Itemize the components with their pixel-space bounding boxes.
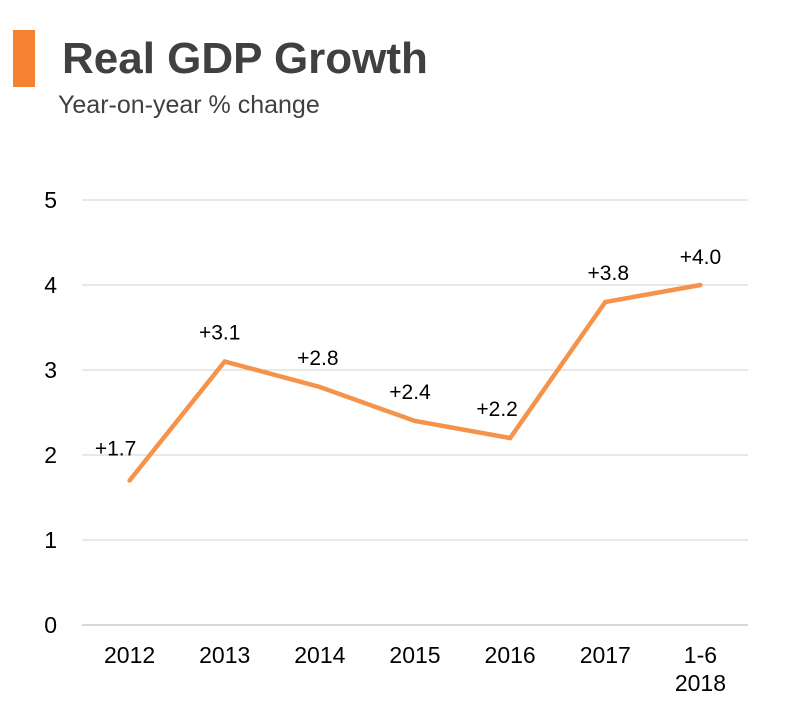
series-group [127,282,703,483]
x-tick-label-line: 1-6 [684,642,717,668]
data-label-4: +2.2 [476,398,517,421]
x-tick-label-line: 2017 [580,642,631,668]
x-tick-label-0: 2012 [104,642,155,668]
x-tick-label-line: 2018 [675,670,726,696]
data-label-6: +4.0 [680,246,721,269]
gridlines [82,199,748,626]
data-label-5: +3.8 [588,262,629,285]
x-tick-label-1: 2013 [199,642,250,668]
x-tick-label-line: 2012 [104,642,155,668]
x-tick-label-4: 2016 [485,642,536,668]
data-point-2015 [412,418,418,424]
data-point-2012 [127,478,132,483]
x-tick-label-line: 2013 [199,642,250,668]
chart-title: Real GDP Growth [62,34,428,83]
data-label-2: +2.8 [297,347,338,370]
x-tick-label-3: 2015 [389,642,440,668]
x-tick-label-line: 2014 [294,642,345,668]
data-point-2013 [222,359,227,364]
x-tick-label-5: 2017 [580,642,631,668]
y-tick-label-2: 2 [44,442,57,468]
data-point-2017 [603,299,608,305]
x-axis-ticks: 2012 2013 2014 2015 2016 2017 1-6 2018 [104,642,726,696]
data-label-0: +1.7 [95,438,136,461]
y-tick-label-0: 0 [44,612,57,638]
data-point-2016 [507,435,513,441]
data-labels: +1.7 +3.1 +2.8 +2.4 +2.2 +3.8 +4.0 [95,246,721,461]
data-point-2014 [317,384,323,390]
data-point-1-6-2018 [698,282,703,288]
y-axis-ticks: 0 1 2 3 4 5 [44,187,57,638]
y-tick-label-1: 1 [44,527,57,553]
x-tick-label-line: 2016 [485,642,536,668]
y-tick-label-4: 4 [44,272,57,298]
chart-subtitle: Year-on-year % change [58,91,320,119]
x-tick-label-2: 2014 [294,642,345,668]
x-tick-label-6: 1-6 2018 [675,642,726,696]
x-tick-label-line: 2015 [389,642,440,668]
data-label-3: +2.4 [389,381,431,404]
data-label-1: +3.1 [199,322,240,345]
y-tick-label-5: 5 [44,187,57,213]
title-accent-bar [13,30,35,87]
y-tick-label-3: 3 [44,357,57,383]
